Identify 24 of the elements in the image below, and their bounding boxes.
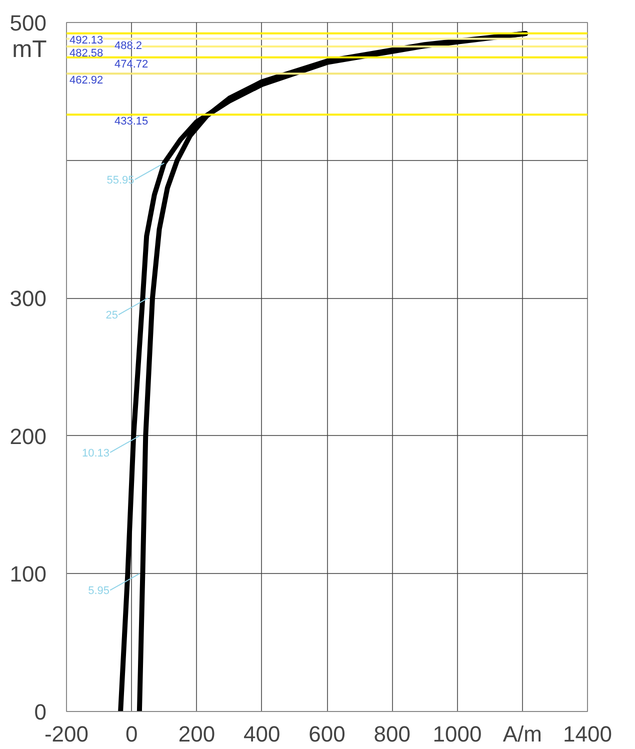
y-tick-label: 300 — [10, 286, 47, 312]
annotation: 25 — [106, 310, 118, 322]
y-tick-label: 0 — [34, 700, 47, 724]
y-axis-title: mT — [12, 36, 48, 63]
x-tick-label: 1400 — [563, 722, 612, 746]
x-tick-label: 1000 — [432, 722, 482, 746]
x-tick-label: 200 — [178, 722, 216, 746]
ref-line-label: 482.58 — [70, 48, 104, 60]
ref-line-label: 462.92 — [70, 74, 104, 87]
y-tick-label: 100 — [10, 562, 47, 587]
annotation: 5.95 — [88, 585, 110, 598]
x-tick-label: A/m — [502, 722, 542, 746]
y-tick-label: 200 — [10, 424, 47, 449]
ref-line-label: 433.15 — [114, 116, 148, 128]
x-tick-label: -200 — [44, 722, 89, 746]
x-tick-label: 600 — [308, 722, 346, 746]
ref-line-label: 474.72 — [114, 58, 148, 70]
y-tick-label: 500 — [10, 10, 47, 36]
x-tick-label: 0 — [126, 722, 138, 746]
ref-line-label: 488.2 — [114, 40, 142, 52]
ref-line-label: 492.13 — [70, 34, 104, 46]
annotation: 10.13 — [82, 447, 110, 460]
x-tick-label: 400 — [244, 722, 280, 746]
x-tick-label: 800 — [374, 722, 410, 746]
